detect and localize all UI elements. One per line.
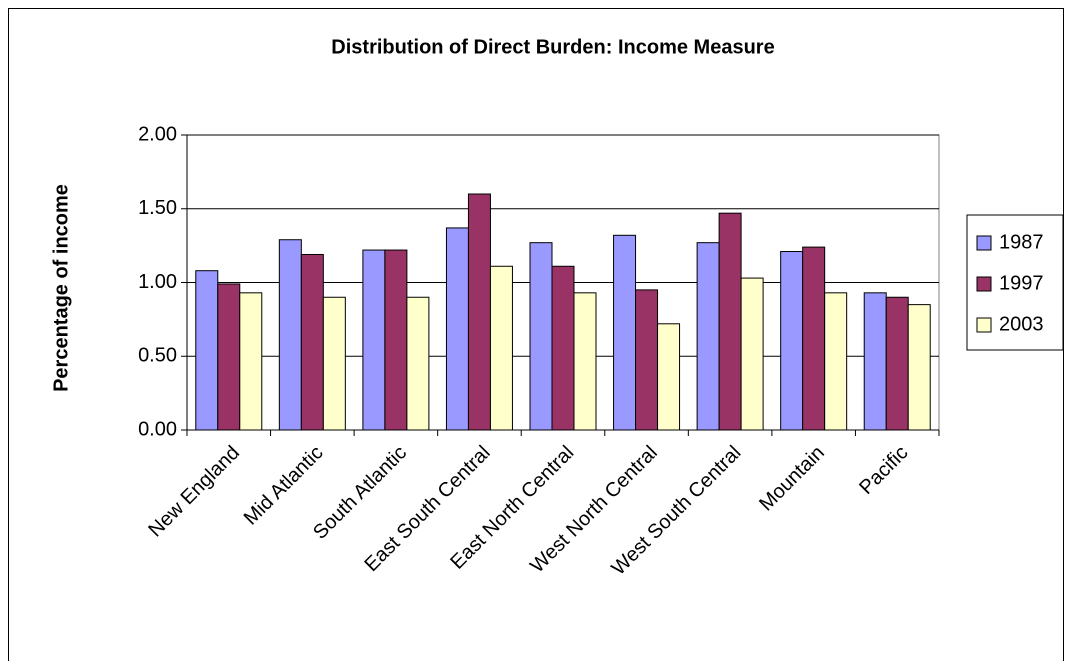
bar [529,242,553,431]
y-tick-label: 0.00 [138,418,177,440]
bar [740,277,764,431]
bar [278,239,302,431]
bar [824,292,848,431]
bar [406,296,430,431]
legend-swatch [976,276,992,292]
bar [384,249,408,431]
bar [573,292,597,431]
y-tick-label: 2.00 [138,123,177,145]
bar [322,296,346,431]
legend-swatch [976,235,992,251]
x-tick-label: New England [144,442,244,542]
bar [195,270,219,431]
bar [300,253,324,431]
bar [613,234,637,431]
bar [467,193,491,431]
y-axis-label: Percentage of income [50,184,72,392]
legend-label: 2003 [999,313,1044,335]
y-tick-label: 1.50 [138,197,177,219]
bar [780,251,804,431]
x-tick-label: Mid Atlantic [240,442,328,530]
bar [551,265,575,431]
x-tick-label: Pacific [855,442,912,499]
bar [657,323,681,431]
legend-label: 1997 [999,272,1044,294]
chart-title: Distribution of Direct Burden: Income Me… [331,36,774,58]
y-tick-label: 0.50 [138,345,177,367]
bar [907,304,931,431]
bar [239,292,263,431]
bar [863,292,887,431]
bar [885,296,909,431]
bar [489,265,513,431]
bar [635,289,659,431]
bar [362,249,386,431]
legend-swatch [976,317,992,333]
legend-label: 1987 [999,231,1044,253]
bar [718,212,742,431]
y-tick-label: 1.00 [138,271,177,293]
bar [445,227,469,431]
bar [696,242,720,431]
x-tick-label: Mountain [755,442,829,516]
bar [217,283,241,431]
bar [802,246,826,431]
